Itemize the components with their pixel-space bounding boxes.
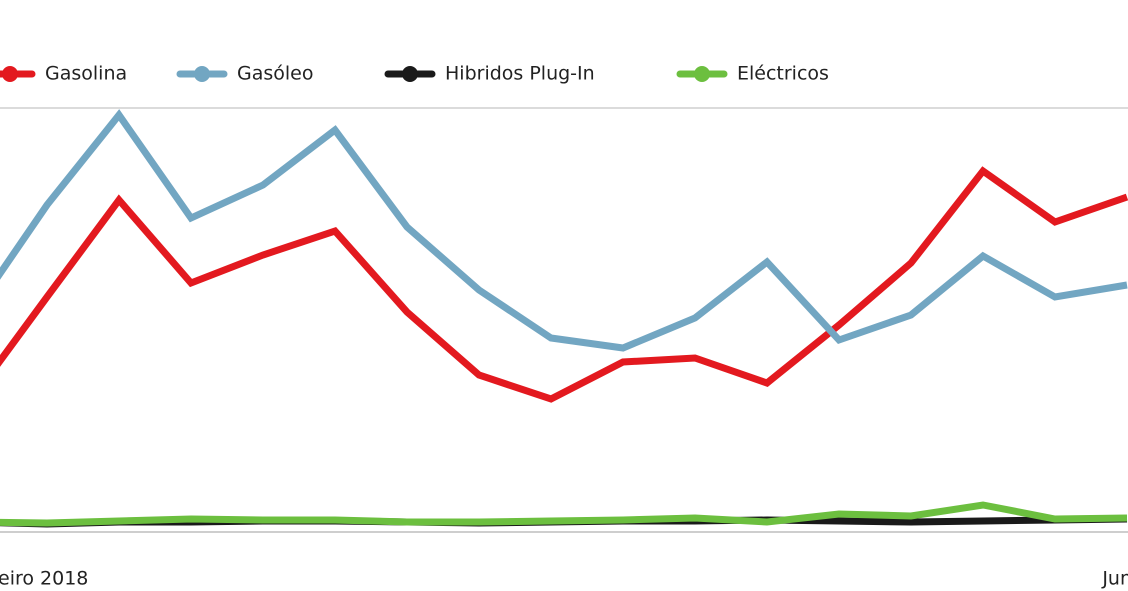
legend-dot [402,66,418,82]
x-tick-label: eiro 2018 [0,568,88,590]
series-line [0,501,1128,527]
legend-dot [194,66,210,82]
legend-label: Hibridos Plug-In [445,63,595,85]
plot-area [0,109,1128,528]
legend-label: Gasóleo [237,63,313,85]
series-line [0,166,1128,403]
legend-label: Eléctricos [737,63,829,85]
legend-dot [694,66,710,82]
legend-dot [2,66,18,82]
legend-label: Gasolina [45,63,127,85]
x-tick-label: Jun [1101,568,1128,590]
series-line [0,109,1128,352]
